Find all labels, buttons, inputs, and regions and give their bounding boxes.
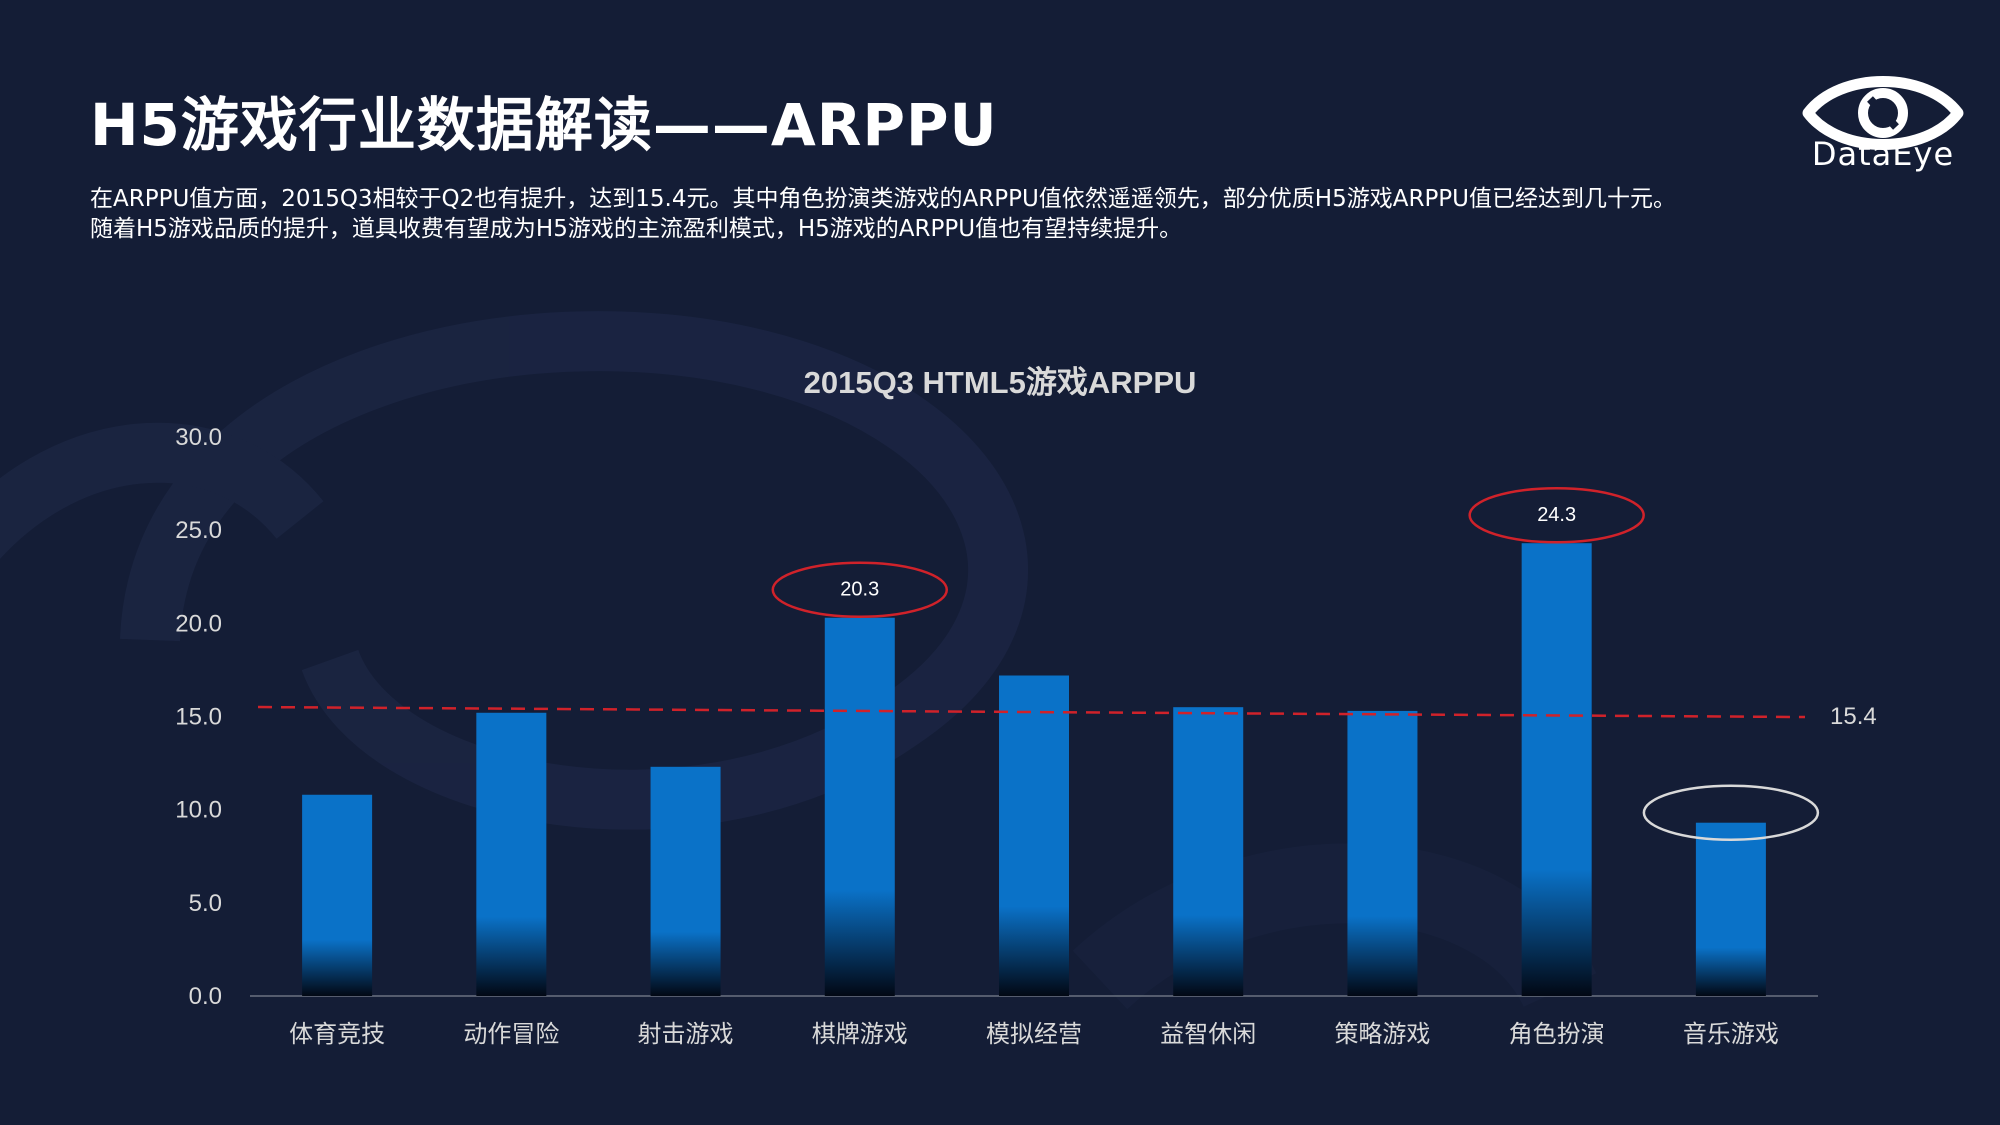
bar-8: [1521, 543, 1592, 996]
eye-icon: [1802, 76, 1964, 150]
x-tick-label: 益智休闲: [1160, 1020, 1256, 1048]
highlight-ellipse: [1642, 784, 1820, 841]
x-tick-label: 角色扮演: [1509, 1020, 1605, 1048]
y-axis: 0.0 5.0 10.0 15.0 20.0 25.0 30.0: [175, 424, 222, 1010]
x-tick-label: 策略游戏: [1334, 1020, 1430, 1048]
y-tick-label: 10.0: [175, 797, 222, 824]
x-tick-label: 体育竞技: [289, 1020, 385, 1048]
y-tick-label: 30.0: [175, 424, 222, 451]
bar-3: [650, 766, 721, 996]
bar-9: [1695, 822, 1766, 996]
bar-1: [302, 794, 373, 996]
highlight-ellipse: [771, 561, 949, 618]
logo-text: DataEye: [1811, 135, 1955, 173]
average-label: 15.4: [1830, 703, 1877, 730]
y-tick-label: 25.0: [175, 517, 222, 544]
bar-4: [824, 617, 895, 996]
y-tick-label: 0.0: [189, 983, 222, 1010]
page-title: H5游戏行业数据解读——ARPPU: [90, 91, 998, 159]
x-tick-label: 音乐游戏: [1683, 1020, 1779, 1048]
highlight-ellipse: [1468, 486, 1645, 544]
bar-7: [1347, 710, 1418, 996]
average-line-group: 15.4: [257, 703, 1877, 730]
data-label: 24.3: [1537, 504, 1576, 526]
description-line-2: 随着H5游戏品质的提升，道具收费有望成为H5游戏的主流盈利模式，H5游戏的ARP…: [90, 216, 1183, 242]
highlights: [771, 486, 1820, 841]
y-tick-label: 15.0: [175, 704, 222, 731]
bar-6: [1173, 707, 1244, 996]
data-label: 20.3: [840, 579, 879, 601]
x-tick-label: 射击游戏: [638, 1020, 734, 1048]
chart-title: 2015Q3 HTML5游戏ARPPU: [804, 365, 1197, 400]
bar-5: [999, 675, 1069, 996]
x-tick-label: 动作冒险: [463, 1020, 559, 1048]
y-tick-label: 20.0: [175, 610, 222, 637]
average-line: [257, 705, 1806, 719]
x-tick-label: 棋牌游戏: [812, 1020, 908, 1048]
x-axis: 体育竞技 动作冒险 射击游戏 棋牌游戏 模拟经营 益智休闲 策略游戏 角色扮演 音乐游戏: [289, 1020, 1779, 1048]
page-description: 在ARPPU值方面，2015Q3相较于Q2也有提升，达到15.4元。其中角色扮演…: [90, 184, 1870, 244]
bars: 20.3 24.3: [302, 504, 1766, 996]
y-tick-label: 5.0: [189, 890, 222, 917]
description-line-1: 在ARPPU值方面，2015Q3相较于Q2也有提升，达到15.4元。其中角色扮演…: [90, 186, 1677, 212]
bar-2: [476, 712, 547, 996]
x-tick-label: 模拟经营: [986, 1020, 1082, 1048]
